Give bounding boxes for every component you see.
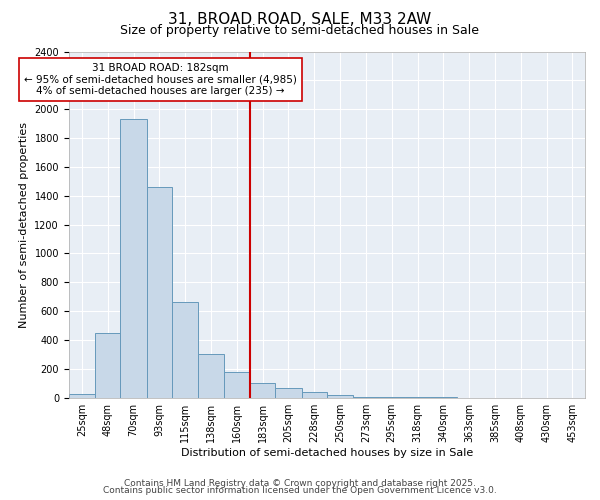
Y-axis label: Number of semi-detached properties: Number of semi-detached properties	[19, 122, 29, 328]
Bar	[95, 333, 121, 398]
Bar	[250, 384, 275, 398]
Bar	[224, 372, 250, 398]
Text: 31 BROAD ROAD: 182sqm
← 95% of semi-detached houses are smaller (4,985)
4% of se: 31 BROAD ROAD: 182sqm ← 95% of semi-deta…	[24, 63, 297, 96]
Bar	[69, 394, 95, 398]
Bar	[147, 187, 172, 398]
Bar	[405, 397, 430, 398]
Bar	[379, 397, 405, 398]
X-axis label: Distribution of semi-detached houses by size in Sale: Distribution of semi-detached houses by …	[181, 448, 473, 458]
Bar	[430, 397, 457, 398]
Text: Contains HM Land Registry data © Crown copyright and database right 2025.: Contains HM Land Registry data © Crown c…	[124, 478, 476, 488]
Bar	[302, 392, 327, 398]
Bar	[172, 302, 199, 398]
Bar	[327, 395, 353, 398]
Bar	[353, 397, 379, 398]
Bar	[121, 120, 147, 398]
Text: Contains public sector information licensed under the Open Government Licence v3: Contains public sector information licen…	[103, 486, 497, 495]
Text: 31, BROAD ROAD, SALE, M33 2AW: 31, BROAD ROAD, SALE, M33 2AW	[169, 12, 431, 28]
Bar	[199, 354, 224, 398]
Text: Size of property relative to semi-detached houses in Sale: Size of property relative to semi-detach…	[121, 24, 479, 37]
Bar	[275, 388, 302, 398]
